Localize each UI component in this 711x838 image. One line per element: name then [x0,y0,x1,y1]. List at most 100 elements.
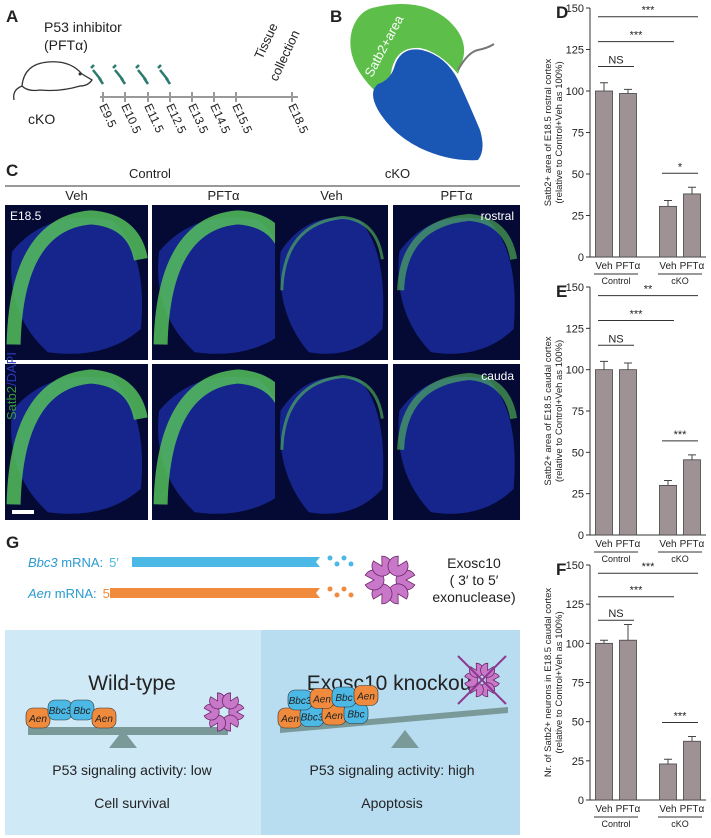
panel-label: F [556,560,566,579]
olfactory-line [457,43,495,71]
panel-label: E [556,282,567,301]
group-label: cKO [385,166,410,181]
y-axis-label: (relative to Control+Veh as 100%) [554,61,565,203]
inhibitor-label: P53 inhibitor [44,19,122,35]
bar [659,484,677,536]
significance-label: * [678,161,683,173]
day-label: E9.5 [96,101,119,130]
significance-label: NS [608,55,623,67]
dapi-tissue [279,217,384,354]
blob-label: Bbc [335,693,352,704]
significance-label: *** [674,429,688,441]
blob-label: Aen [356,692,375,703]
section-label: rostral [481,209,514,223]
syringe [157,64,172,85]
x-tick-label: PFTα [680,539,705,550]
y-tick-label: 125 [566,323,584,335]
bar [683,193,701,258]
dapi-tissue [398,376,515,514]
satb2-signal [280,374,384,450]
exosome-subunit [371,555,393,577]
group-label: Control [601,819,630,829]
satb2-signal [397,372,518,450]
satb2-signal [397,213,518,291]
blob-label: Aen [94,714,113,725]
y-tick-label: 0 [578,530,584,542]
seesaw [280,707,508,733]
y-tick-label: 50 [572,447,584,459]
significance-label: *** [630,585,644,597]
bar [659,205,677,258]
significance-label: NS [608,333,623,345]
stain-label: Satb2/DAPI [4,352,19,420]
bar [619,93,637,258]
syringe [135,64,150,85]
group-label: cKO [671,276,689,286]
dapi-tissue [398,217,515,354]
transcript-label: Aen mRNA: 5′ [27,586,113,601]
mouse-label: cKO [28,111,55,127]
bar [619,639,637,801]
x-tick-label: PFTα [616,539,641,550]
fulcrum [109,730,137,748]
error-bar [664,200,672,207]
blob-label: Bbc [73,706,90,717]
significance-label: *** [642,561,656,573]
activity-label: P53 signaling activity: low [52,762,212,778]
error-bar [624,362,632,370]
syringe [112,64,127,85]
x-tick-label: Veh [595,539,612,550]
y-tick-label: 75 [572,678,584,690]
y-axis-label: (relative to Control+Veh as 100%) [554,611,565,753]
exosome-subunit [387,583,409,605]
five-prime: 5′ [103,586,113,601]
y-tick-label: 25 [572,489,584,501]
cortex-shape [373,49,483,161]
y-axis-label: (relative to Control+Veh as 100%) [554,340,565,482]
section-label: cauda [481,369,514,383]
satb2-signal [280,215,384,291]
group-label: Control [601,554,630,564]
x-tick-label: PFTα [616,804,641,815]
x-tick-label: Veh [659,804,676,815]
x-tick-label: PFTα [680,261,705,272]
exosome-subunit [480,682,495,698]
y-tick-label: 150 [566,560,584,572]
blob-label: Aen [324,711,343,722]
error-bar [600,639,608,644]
error-bar [624,624,632,641]
y-tick-label: 75 [572,406,584,418]
significance-label: ** [644,284,653,296]
micrographs: Control cKO Veh PFTα Veh PFTα E18.5 rostral caud… [4,166,520,520]
exosome-subunit [222,692,239,710]
blob-label: Bbc [347,710,364,721]
significance-label: *** [630,30,644,42]
y-tick-label: 75 [572,128,584,140]
transcript-suffix: mRNA: [58,555,104,570]
age-label: E18.5 [10,209,42,223]
condition-title: Wild-type [88,672,176,695]
bar [595,90,613,258]
outcome-label: Cell survival [94,795,169,811]
inhibitor-label: (PFTα) [44,37,88,53]
five-prime: 5′ [109,555,119,570]
dapi-tissue [11,376,143,514]
significance-label: *** [630,308,644,320]
y-tick-label: 0 [578,795,584,807]
group-label: Control [601,276,630,286]
panel-label: D [556,3,568,22]
panel-label: C [6,161,18,180]
transcript-suffix: mRNA: [51,586,97,601]
y-tick-label: 150 [566,3,584,15]
y-tick-label: 125 [566,45,584,57]
x-tick-label: Veh [595,261,612,272]
day-label: E18.5 [285,101,311,136]
mouse-icon [13,61,93,101]
column-label: Veh [65,188,87,203]
enzyme-label: ( 3′ to 5′ [450,572,499,588]
panel-label: G [6,533,19,552]
bar [619,369,637,536]
bar [683,459,701,536]
transcript-label: Bbc3 mRNA: 5′ [28,555,119,570]
